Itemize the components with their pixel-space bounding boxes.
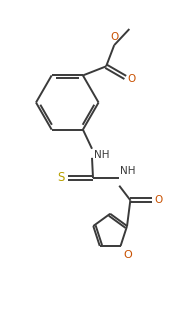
Text: NH: NH <box>120 166 136 176</box>
Text: NH: NH <box>94 150 109 160</box>
Text: S: S <box>57 171 64 184</box>
Text: O: O <box>128 74 136 84</box>
Text: O: O <box>154 195 162 205</box>
Text: O: O <box>110 31 118 41</box>
Text: O: O <box>123 250 132 259</box>
